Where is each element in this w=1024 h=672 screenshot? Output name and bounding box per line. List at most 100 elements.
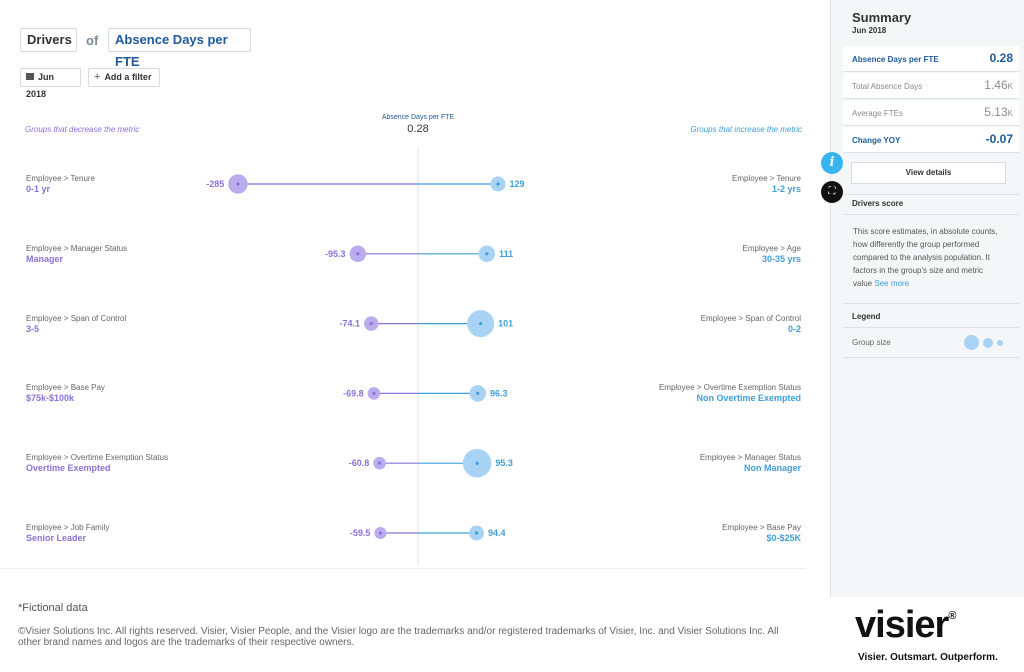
decrease-dot bbox=[372, 391, 376, 395]
increase-value-label: 111 bbox=[499, 249, 513, 259]
increase-value-label: 95.3 bbox=[495, 458, 513, 468]
group-category: Employee > Base Pay bbox=[26, 383, 105, 393]
summary-row-label: Total Absence Days bbox=[852, 82, 923, 91]
increase-group-label[interactable]: Employee > Age 30-35 yrs bbox=[743, 244, 801, 264]
of-label: of bbox=[86, 33, 99, 48]
summary-row-value: 0.28 bbox=[989, 51, 1013, 65]
legend-bubble-small bbox=[997, 340, 1003, 346]
add-filter-button[interactable]: + Add a filter bbox=[88, 68, 160, 87]
summary-row-total: Total Absence Days 1.46K bbox=[843, 73, 1019, 99]
decrease-group-label[interactable]: Employee > Overtime Exemption Status Over… bbox=[26, 453, 168, 473]
divider bbox=[843, 357, 1019, 358]
group-category: Employee > Span of Control bbox=[26, 313, 127, 323]
summary-panel: Summary Jun 2018 Absence Days per FTE 0.… bbox=[830, 0, 1024, 597]
divider bbox=[0, 568, 806, 569]
group-category: Employee > Tenure bbox=[731, 174, 801, 183]
drivers-selector[interactable]: Drivers bbox=[20, 28, 77, 52]
summary-row-value: 1.46K bbox=[984, 78, 1013, 92]
increase-group-label[interactable]: Employee > Tenure 1-2 yrs bbox=[732, 174, 801, 194]
group-category: Employee > Age bbox=[742, 243, 801, 253]
decrease-value-label: -59.5 bbox=[350, 528, 371, 538]
increase-dot bbox=[474, 531, 479, 535]
summary-row-fte: Average FTEs 5.13K bbox=[843, 100, 1019, 126]
legend-group-size-label: Group size bbox=[852, 338, 891, 347]
summary-title: Summary bbox=[852, 10, 912, 25]
legend-title: Legend bbox=[852, 312, 881, 321]
increase-dot bbox=[485, 252, 489, 256]
increase-dot bbox=[479, 322, 483, 326]
decrease-value-label: -95.3 bbox=[325, 249, 346, 259]
group-name: 3-5 bbox=[26, 323, 40, 334]
decrease-dot bbox=[369, 322, 373, 326]
metric-selector[interactable]: Absence Days per FTE bbox=[108, 28, 251, 69]
decrease-dot bbox=[356, 252, 360, 256]
increase-group-label[interactable]: Employee > Manager Status Non Manager bbox=[700, 453, 801, 473]
divider bbox=[843, 214, 1019, 215]
drivers-score-description: This score estimates, in absolute counts… bbox=[853, 225, 1001, 290]
decrease-dot bbox=[378, 531, 383, 535]
group-category: Employee > Manager Status bbox=[699, 453, 801, 463]
main-canvas: Drivers of Absence Days per FTE Jun 2018… bbox=[0, 28, 806, 569]
group-name: Overtime Exempted bbox=[26, 463, 111, 474]
group-category: Employee > Tenure bbox=[26, 174, 96, 183]
date-filter-label: Jun 2018 bbox=[26, 72, 55, 99]
group-name: $0-$25K bbox=[766, 533, 801, 543]
increase-group-label[interactable]: Employee > Overtime Exemption Status Non … bbox=[659, 383, 801, 403]
focus-icon[interactable]: ⛶ bbox=[821, 181, 843, 203]
decrease-title: Groups that decrease the metric bbox=[25, 125, 140, 134]
see-more-link[interactable]: See more bbox=[874, 279, 910, 288]
increase-dot bbox=[475, 461, 479, 465]
divider bbox=[843, 303, 1019, 304]
divider bbox=[843, 327, 1019, 328]
summary-header: Summary Jun 2018 bbox=[831, 0, 1024, 46]
group-category: Employee > Span of Control bbox=[700, 313, 801, 323]
decrease-dot bbox=[378, 461, 382, 465]
group-category: Employee > Overtime Exemption Status bbox=[658, 383, 801, 393]
group-name: Senior Leader bbox=[26, 533, 87, 543]
decrease-group-label[interactable]: Employee > Base Pay $75k-$100k bbox=[26, 383, 105, 403]
decrease-value-label: -74.1 bbox=[339, 319, 360, 329]
axis-value: 0.28 bbox=[407, 123, 429, 135]
axis-label: Absence Days per FTE bbox=[381, 114, 455, 121]
group-name: Non Manager bbox=[743, 463, 801, 474]
decrease-dot bbox=[236, 182, 240, 186]
group-name: Manager bbox=[26, 253, 64, 264]
increase-value-label: 101 bbox=[498, 319, 513, 329]
copyright-text: ©Visier Solutions Inc. All rights reserv… bbox=[18, 626, 779, 648]
legend-bubble-large bbox=[964, 335, 979, 350]
visier-tagline: Visier. Outsmart. Outperform. bbox=[858, 652, 998, 663]
date-filter-button[interactable]: Jun 2018 bbox=[20, 68, 81, 99]
fictional-note: *Fictional data bbox=[18, 602, 88, 614]
plus-icon: + bbox=[94, 71, 101, 83]
summary-date: Jun 2018 bbox=[852, 26, 887, 35]
summary-row-label: Absence Days per FTE bbox=[852, 55, 939, 64]
increase-group-label[interactable]: Employee > Span of Control 0-2 bbox=[701, 314, 801, 334]
group-name: 30-35 yrs bbox=[761, 253, 801, 264]
increase-title: Groups that increase the metric bbox=[690, 125, 802, 134]
group-name: Non Overtime Exempted bbox=[696, 393, 801, 404]
increase-dot bbox=[496, 182, 500, 186]
summary-row-value: 5.13K bbox=[984, 105, 1013, 119]
summary-row-change: Change YOY -0.07 bbox=[843, 127, 1019, 153]
decrease-group-label[interactable]: Employee > Tenure 0-1 yr bbox=[26, 174, 95, 194]
legend-bubble-medium bbox=[983, 338, 993, 348]
group-name: 0-1 yr bbox=[26, 184, 51, 194]
increase-value-label: 94.4 bbox=[488, 528, 506, 538]
increase-value-label: 96.3 bbox=[490, 388, 508, 398]
group-name: 1-2 yrs bbox=[771, 184, 801, 194]
visier-logo: visier® bbox=[855, 604, 956, 646]
decrease-value-label: -60.8 bbox=[349, 458, 370, 468]
info-icon[interactable]: i bbox=[821, 152, 843, 174]
increase-group-label[interactable]: Employee > Base Pay $0-$25K bbox=[722, 523, 801, 543]
increase-value-label: 129 bbox=[510, 179, 525, 189]
drivers-chart: -285 129 -95.3 111 -74.1 101 -69.8 96.3 -60.8 95.… bbox=[206, 148, 525, 565]
summary-row-label: Average FTEs bbox=[852, 109, 903, 118]
decrease-group-label[interactable]: Employee > Span of Control 3-5 bbox=[26, 314, 126, 334]
decrease-group-label[interactable]: Employee > Job Family Senior Leader bbox=[26, 523, 109, 543]
group-category: Employee > Job Family bbox=[26, 523, 110, 532]
view-details-button[interactable]: View details bbox=[851, 162, 1006, 184]
divider bbox=[843, 194, 1019, 195]
decrease-group-label[interactable]: Employee > Manager Status Manager bbox=[26, 244, 127, 264]
decrease-value-label: -69.8 bbox=[343, 388, 364, 398]
summary-row-metric: Absence Days per FTE 0.28 bbox=[843, 46, 1019, 72]
